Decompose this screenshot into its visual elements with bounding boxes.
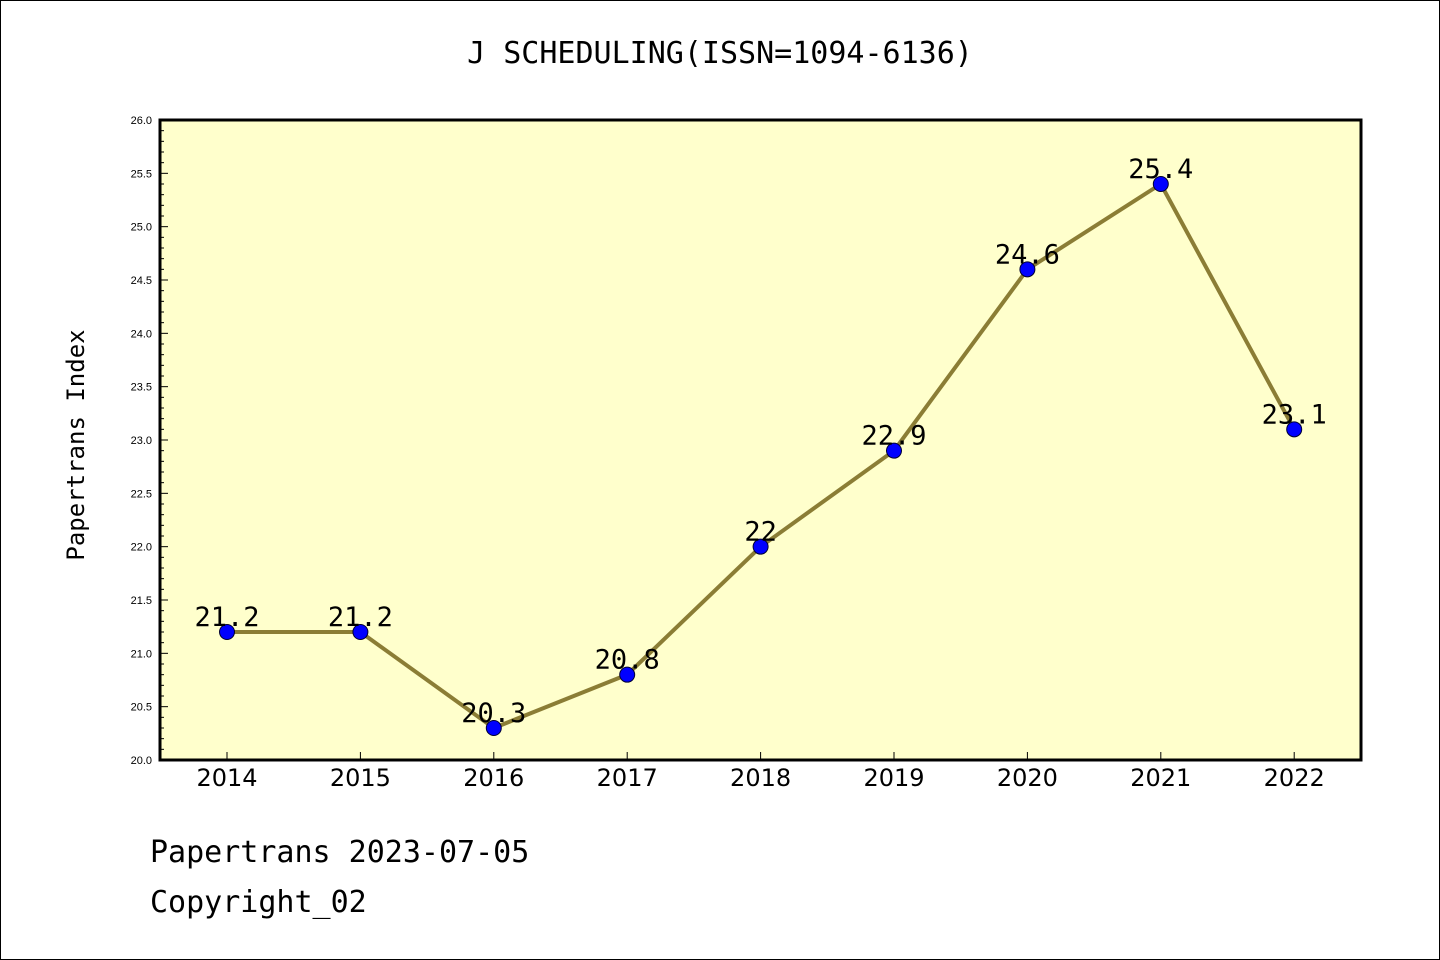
x-tick-label: 2015	[330, 764, 391, 792]
y-tick-label: 25.0	[131, 222, 152, 234]
footer-date: Papertrans 2023-07-05	[150, 835, 530, 870]
x-tick-label: 2022	[1264, 764, 1325, 792]
data-label: 20.8	[595, 645, 660, 676]
data-label: 22.9	[861, 421, 926, 452]
plot-area	[160, 120, 1361, 760]
x-tick-label: 2021	[1130, 764, 1191, 792]
data-point	[619, 666, 636, 683]
footer-copyright: Copyright_02	[150, 885, 367, 920]
y-tick-label: 24.0	[131, 328, 152, 340]
data-point	[485, 720, 502, 736]
data-label: 21.2	[328, 602, 393, 633]
y-tick-label: 23.0	[131, 435, 152, 447]
x-tick-label: 2018	[730, 764, 791, 792]
y-tick-label: 20.0	[131, 755, 152, 767]
y-tick-label: 21.5	[131, 595, 152, 607]
data-label: 21.2	[194, 602, 259, 633]
x-tick-label: 2014	[196, 764, 257, 792]
y-tick-label: 23.5	[131, 382, 152, 394]
x-tick-label: 2016	[463, 764, 524, 792]
y-tick-label: 22.0	[131, 542, 152, 554]
data-label: 23.1	[1262, 399, 1327, 430]
data-label: 22	[744, 517, 777, 548]
data-label: 24.6	[995, 239, 1060, 270]
chart-title: J SCHEDULING(ISSN=1094-6136)	[467, 36, 973, 71]
x-tick-label: 2017	[597, 764, 658, 792]
x-tick-label: 2019	[863, 764, 924, 792]
data-point	[752, 538, 769, 555]
x-tick-label: 2020	[997, 764, 1058, 792]
data-point	[886, 442, 902, 459]
y-tick-label: 25.5	[131, 168, 152, 180]
data-label: 25.4	[1128, 154, 1193, 185]
data-point	[352, 624, 369, 640]
data-point	[1019, 261, 1036, 278]
y-tick-label: 22.5	[131, 488, 152, 500]
data-label: 20.3	[461, 698, 526, 729]
data-point	[1152, 176, 1169, 192]
plot-border	[158, 118, 1363, 762]
y-tick-label: 20.5	[131, 702, 152, 714]
y-tick-label: 24.5	[131, 275, 152, 287]
data-point	[1286, 421, 1303, 438]
data-point	[219, 624, 235, 640]
y-tick-label: 26.0	[131, 115, 152, 127]
y-tick-label: 21.0	[131, 648, 152, 660]
